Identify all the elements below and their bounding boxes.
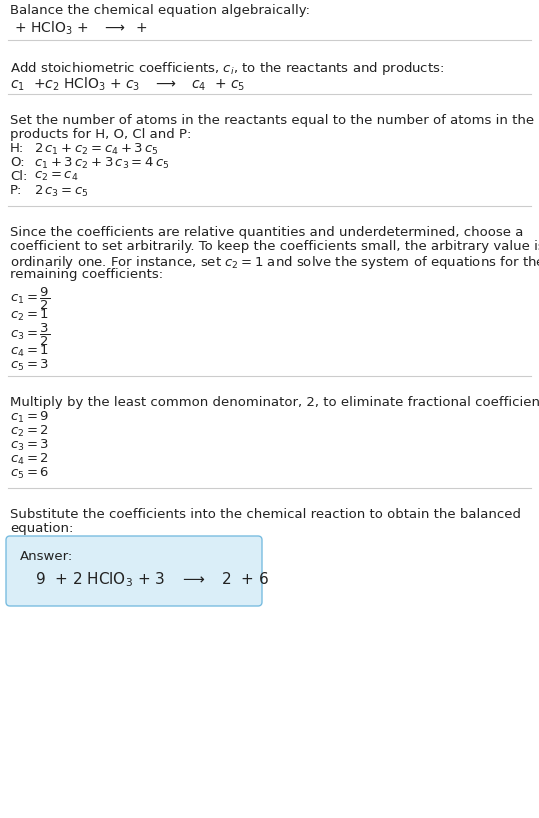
Text: P:: P:: [10, 184, 23, 197]
Text: $c_2 = c_4$: $c_2 = c_4$: [34, 170, 79, 183]
Text: O:: O:: [10, 156, 25, 169]
Text: $c_1 = 9$: $c_1 = 9$: [10, 410, 49, 425]
Text: H:: H:: [10, 142, 24, 155]
Text: $c_2 = 1$: $c_2 = 1$: [10, 308, 49, 323]
Text: Answer:: Answer:: [20, 550, 73, 563]
Text: $c_1$  +$c_2$ HClO$_3$ + $c_3$   $\longrightarrow$   $c_4$  + $c_5$: $c_1$ +$c_2$ HClO$_3$ + $c_3$ $\longrigh…: [10, 76, 245, 93]
Text: Set the number of atoms in the reactants equal to the number of atoms in the: Set the number of atoms in the reactants…: [10, 114, 534, 127]
Text: Balance the chemical equation algebraically:: Balance the chemical equation algebraica…: [10, 4, 310, 17]
Text: Since the coefficients are relative quantities and underdetermined, choose a: Since the coefficients are relative quan…: [10, 226, 523, 239]
Text: ordinarily one. For instance, set $c_2 = 1$ and solve the system of equations fo: ordinarily one. For instance, set $c_2 =…: [10, 254, 539, 271]
Text: Multiply by the least common denominator, 2, to eliminate fractional coefficient: Multiply by the least common denominator…: [10, 396, 539, 409]
Text: $c_5 = 3$: $c_5 = 3$: [10, 358, 49, 373]
Text: 9  + 2 HClO$_3$ + 3   $\longrightarrow$   2  + 6: 9 + 2 HClO$_3$ + 3 $\longrightarrow$ 2 +…: [35, 570, 269, 589]
Text: equation:: equation:: [10, 522, 73, 535]
Text: $c_1 = \dfrac{9}{2}$: $c_1 = \dfrac{9}{2}$: [10, 286, 50, 312]
Text: $c_2 = 2$: $c_2 = 2$: [10, 424, 49, 439]
Text: Add stoichiometric coefficients, $c_i$, to the reactants and products:: Add stoichiometric coefficients, $c_i$, …: [10, 60, 444, 77]
Text: $c_1 + 3\,c_2 + 3\,c_3 = 4\,c_5$: $c_1 + 3\,c_2 + 3\,c_3 = 4\,c_5$: [34, 156, 169, 171]
Text: coefficient to set arbitrarily. To keep the coefficients small, the arbitrary va: coefficient to set arbitrarily. To keep …: [10, 240, 539, 253]
Text: $c_3 = \dfrac{3}{2}$: $c_3 = \dfrac{3}{2}$: [10, 322, 50, 348]
Text: $c_3 = 3$: $c_3 = 3$: [10, 438, 49, 453]
Text: remaining coefficients:: remaining coefficients:: [10, 268, 163, 281]
Text: Cl:: Cl:: [10, 170, 27, 183]
Text: $c_4 = 2$: $c_4 = 2$: [10, 452, 49, 467]
Text: $2\,c_3 = c_5$: $2\,c_3 = c_5$: [34, 184, 89, 199]
FancyBboxPatch shape: [6, 536, 262, 606]
Text: Substitute the coefficients into the chemical reaction to obtain the balanced: Substitute the coefficients into the che…: [10, 508, 521, 521]
Text: products for H, O, Cl and P:: products for H, O, Cl and P:: [10, 128, 191, 141]
Text: $c_5 = 6$: $c_5 = 6$: [10, 466, 49, 481]
Text: $c_4 = 1$: $c_4 = 1$: [10, 344, 49, 359]
Text: $2\,c_1 + c_2 = c_4 + 3\,c_5$: $2\,c_1 + c_2 = c_4 + 3\,c_5$: [34, 142, 159, 157]
Text: + HClO$_3$ +   $\longrightarrow$  +: + HClO$_3$ + $\longrightarrow$ +: [10, 20, 149, 38]
